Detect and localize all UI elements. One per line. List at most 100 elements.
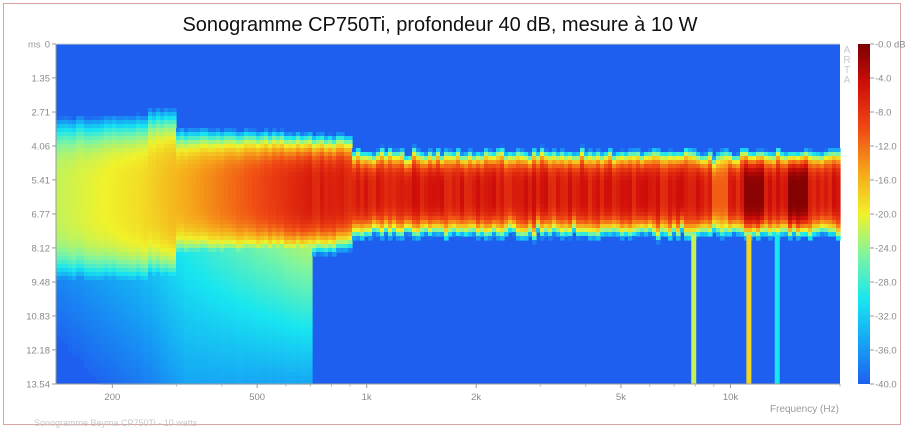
heatmap-cell	[236, 156, 241, 161]
heatmap-cell	[380, 164, 385, 169]
heatmap-cell	[116, 252, 121, 257]
heatmap-cell	[404, 228, 409, 233]
heatmap-cell	[60, 132, 65, 137]
heatmap-cell	[280, 216, 285, 221]
heatmap-cell	[160, 272, 165, 277]
heatmap-cell	[164, 224, 169, 229]
heatmap-cell	[376, 164, 381, 169]
heatmap-cell	[164, 320, 169, 325]
heatmap-cell	[376, 180, 381, 185]
heatmap-cell	[256, 184, 261, 189]
heatmap-cell	[148, 208, 153, 213]
heatmap-cell	[216, 356, 221, 361]
heatmap-cell	[224, 356, 229, 361]
heatmap-cell	[272, 308, 277, 313]
heatmap-cell	[428, 180, 433, 185]
heatmap-cell	[264, 176, 269, 181]
heatmap-cell	[440, 196, 445, 201]
heatmap-cell	[136, 332, 141, 337]
heatmap-cell	[340, 244, 345, 249]
heatmap-cell	[96, 264, 101, 269]
heatmap-cell	[244, 228, 249, 233]
heatmap-cell	[164, 340, 169, 345]
heatmap-cell	[308, 336, 313, 341]
heatmap-cell	[132, 144, 137, 149]
heatmap-cell	[228, 288, 233, 293]
heatmap-cell	[344, 236, 349, 241]
heatmap-cell	[76, 188, 81, 193]
heatmap-cell	[240, 192, 245, 197]
heatmap-cell	[364, 160, 369, 165]
heatmap-cell	[156, 188, 161, 193]
heatmap-cell	[240, 164, 245, 169]
heatmap-cell	[64, 276, 69, 281]
heatmap-cell	[264, 360, 269, 365]
heatmap-cell	[308, 196, 313, 201]
heatmap-cell	[248, 380, 253, 385]
heatmap-cell	[180, 192, 185, 197]
heatmap-cell	[112, 152, 117, 157]
heatmap-cell	[400, 200, 405, 205]
heatmap-cell	[328, 200, 333, 205]
heatmap-cell	[136, 216, 141, 221]
heatmap-cell	[244, 360, 249, 365]
heatmap-cell	[196, 232, 201, 237]
heatmap-cell	[308, 208, 313, 213]
heatmap-cell	[196, 220, 201, 225]
heatmap-cell	[268, 180, 273, 185]
heatmap-cell	[188, 248, 193, 253]
heatmap-cell	[124, 252, 129, 257]
heatmap-cell	[356, 212, 361, 217]
heatmap-cell	[156, 132, 161, 137]
heatmap-cell	[60, 216, 65, 221]
heatmap-cell	[252, 136, 257, 141]
heatmap-cell	[244, 380, 249, 385]
heatmap-cell	[264, 184, 269, 189]
heatmap-cell	[136, 212, 141, 217]
heatmap-cell	[288, 168, 293, 173]
heatmap-cell	[256, 304, 261, 309]
heatmap-cell	[96, 224, 101, 229]
heatmap-cell	[260, 380, 265, 385]
heatmap-cell	[168, 188, 173, 193]
heatmap-cell	[108, 312, 113, 317]
heatmap-cell	[240, 148, 245, 153]
heatmap-cell	[116, 132, 121, 137]
heatmap-cell	[288, 204, 293, 209]
heatmap-cell	[380, 148, 385, 153]
heatmap-cell	[380, 228, 385, 233]
heatmap-cell	[96, 296, 101, 301]
heatmap-cell	[244, 272, 249, 277]
heatmap-cell	[328, 232, 333, 237]
heatmap-cell	[68, 260, 73, 265]
heatmap-cell	[340, 188, 345, 193]
heatmap-cell	[388, 152, 393, 157]
heatmap-cell	[220, 160, 225, 165]
heatmap-cell	[68, 120, 73, 125]
heatmap-cell	[276, 340, 281, 345]
heatmap-cell	[252, 252, 257, 257]
heatmap-cell	[108, 204, 113, 209]
heatmap-cell	[216, 172, 221, 177]
heatmap-cell	[236, 324, 241, 329]
heatmap-cell	[272, 376, 277, 381]
heatmap-cell	[344, 204, 349, 209]
heatmap-cell	[60, 160, 65, 165]
heatmap-cell	[132, 204, 137, 209]
heatmap-cell	[112, 184, 117, 189]
heatmap-cell	[68, 204, 73, 209]
heatmap-cell	[364, 224, 369, 229]
heatmap-cell	[428, 204, 433, 209]
heatmap-cell	[96, 124, 101, 129]
heatmap-cell	[332, 244, 337, 249]
heatmap-cell	[160, 176, 165, 181]
heatmap-cell	[196, 372, 201, 377]
heatmap-cell	[344, 172, 349, 177]
heatmap-cell	[268, 340, 273, 345]
heatmap-cell	[196, 164, 201, 169]
heatmap-cell	[348, 244, 353, 249]
heatmap-cell	[72, 296, 77, 301]
heatmap-cell	[272, 172, 277, 177]
heatmap-cell	[148, 232, 153, 237]
heatmap-cell	[80, 244, 85, 249]
